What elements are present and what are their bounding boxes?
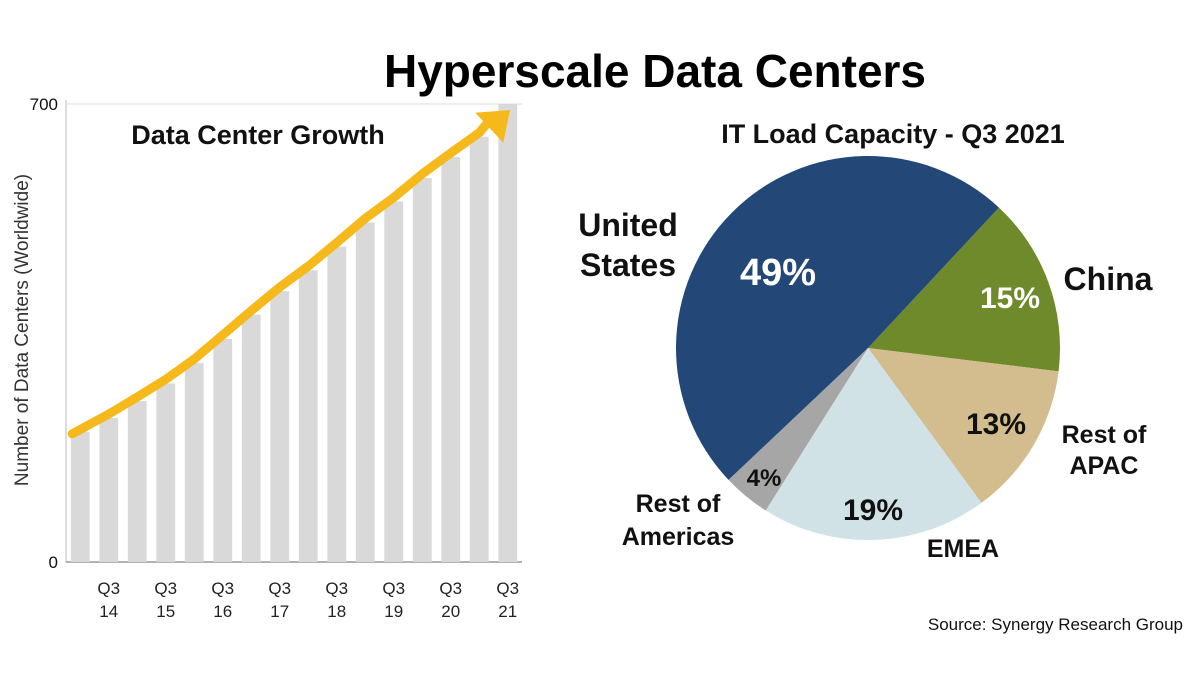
slice-percent-label: 19% bbox=[843, 494, 903, 527]
pie-slice bbox=[728, 348, 868, 511]
bar-chart-title: Data Center Growth bbox=[131, 120, 385, 150]
x-tick-label: 17 bbox=[270, 602, 289, 621]
slice-percent-label: 4% bbox=[747, 465, 782, 492]
bar bbox=[327, 246, 347, 563]
slice-name-line: Rest of bbox=[1062, 421, 1147, 449]
y-axis-label: Number of Data Centers (Worldwide) bbox=[12, 174, 33, 486]
pie-chart-title: IT Load Capacity - Q3 2021 bbox=[721, 119, 1065, 149]
x-tick-label: Q3 bbox=[496, 579, 519, 598]
x-tick-label: Q3 bbox=[97, 579, 120, 598]
bar bbox=[270, 291, 290, 562]
main-title: Hyperscale Data Centers bbox=[384, 45, 926, 97]
slice-percent-label: 15% bbox=[980, 282, 1040, 315]
y-tick-label: 700 bbox=[30, 95, 58, 114]
x-tick-label: Q3 bbox=[154, 579, 177, 598]
bar bbox=[441, 156, 461, 563]
slice-name-line: States bbox=[580, 247, 676, 283]
bar bbox=[498, 104, 518, 562]
slice-name-label: China bbox=[1064, 261, 1153, 297]
bar bbox=[213, 338, 233, 562]
x-tick-label: Q3 bbox=[211, 579, 234, 598]
x-tick-label: 15 bbox=[156, 602, 175, 621]
slice-name-label: EMEA bbox=[927, 535, 999, 563]
x-tick-label: 20 bbox=[441, 602, 460, 621]
x-tick-label: Q3 bbox=[382, 579, 405, 598]
bar bbox=[241, 314, 261, 562]
slice-name-label: United States bbox=[578, 207, 678, 283]
x-tick-label: Q3 bbox=[439, 579, 462, 598]
trend-arrow-line bbox=[67, 116, 494, 439]
pie-slice bbox=[868, 207, 1060, 372]
x-tick-label: 14 bbox=[99, 602, 118, 621]
bar bbox=[355, 222, 375, 562]
slice-name-label: Rest of Americas bbox=[622, 490, 735, 551]
slice-name-line: APAC bbox=[1070, 452, 1139, 480]
bar bbox=[184, 363, 204, 562]
bar bbox=[127, 401, 147, 562]
slice-name-label: Rest of APAC bbox=[1062, 421, 1147, 480]
x-tick-label: Q3 bbox=[268, 579, 291, 598]
x-tick-label: 18 bbox=[327, 602, 346, 621]
slice-percent-label: 13% bbox=[966, 408, 1026, 441]
x-tick-label: Q3 bbox=[325, 579, 348, 598]
slice-name-line: United bbox=[578, 207, 678, 243]
bar-chart: Data Center Growth Number of Data Center… bbox=[12, 95, 522, 621]
bar bbox=[298, 270, 318, 562]
pie-slice bbox=[676, 156, 999, 480]
pie-slice bbox=[765, 348, 982, 540]
bar bbox=[99, 418, 119, 562]
slice-name-line: Americas bbox=[622, 523, 735, 551]
slice-percent-label: 49% bbox=[740, 252, 816, 294]
bar bbox=[70, 431, 90, 562]
x-tick-label: 19 bbox=[384, 602, 403, 621]
bar bbox=[156, 383, 176, 562]
slice-name-line: Rest of bbox=[636, 490, 721, 518]
bar bbox=[412, 177, 432, 563]
source-note: Source: Synergy Research Group bbox=[928, 615, 1183, 634]
y-tick-label: 0 bbox=[49, 553, 58, 572]
pie-chart: IT Load Capacity - Q3 2021 15% China 13% Re… bbox=[578, 119, 1152, 563]
bar bbox=[384, 201, 404, 562]
x-tick-label: 16 bbox=[213, 602, 232, 621]
trend-arrow-head bbox=[475, 110, 510, 143]
bar bbox=[469, 136, 489, 562]
x-tick-label: 21 bbox=[498, 602, 517, 621]
pie-slice bbox=[868, 348, 1059, 503]
